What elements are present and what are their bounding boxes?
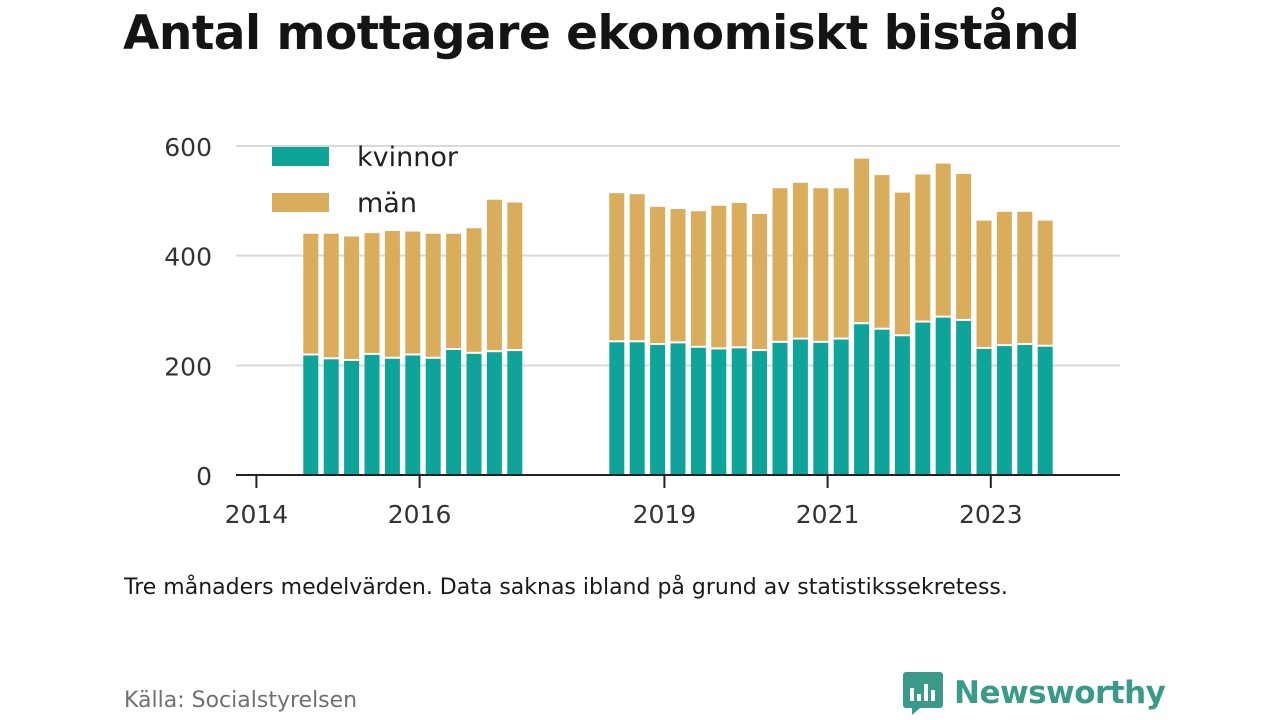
bar-kvinnor [364, 354, 380, 475]
bar-man [609, 193, 625, 341]
bar-man [915, 174, 931, 321]
bar-man [833, 188, 849, 338]
bar-kvinnor [792, 339, 808, 475]
bar-kvinnor [690, 347, 706, 475]
bar-man [711, 205, 727, 348]
bar-kvinnor [670, 343, 686, 475]
bar-chart: 0 200 400 600 2014 2016 2019 2021 2023 kvinnor m… [164, 133, 1120, 529]
bar-kvinnor [813, 342, 829, 475]
bar-man [1017, 211, 1033, 344]
y-tick-label: 600 [164, 133, 212, 162]
bar-kvinnor [466, 353, 482, 475]
bar-man [772, 188, 788, 341]
legend: kvinnor män [272, 142, 459, 219]
bar-man [996, 211, 1012, 345]
bar-kvinnor [303, 355, 319, 475]
bar-man [650, 206, 666, 344]
bar-man [874, 175, 890, 328]
bar-kvinnor [507, 351, 523, 475]
bar-kvinnor [384, 358, 400, 475]
y-tick-label: 0 [196, 462, 212, 491]
bar-man [752, 213, 768, 350]
bar-kvinnor [344, 360, 360, 475]
bar-man [384, 230, 400, 357]
brand-logo: Newsworthy [902, 670, 1166, 716]
bar-man [976, 220, 992, 347]
y-tick-label: 200 [164, 352, 212, 381]
bar-man [894, 192, 910, 335]
y-tick-label: 400 [164, 243, 212, 272]
bar-man [792, 182, 808, 338]
bar-kvinnor [609, 342, 625, 475]
bar-man [344, 236, 360, 359]
bar-man [854, 158, 870, 323]
bar-man [405, 231, 421, 354]
brand-name: Newsworthy [954, 675, 1166, 711]
bar-kvinnor [446, 349, 462, 475]
bar-kvinnor [650, 345, 666, 475]
bar-man [466, 228, 482, 352]
x-tick-label: 2014 [225, 500, 289, 529]
bar-kvinnor [874, 329, 890, 475]
bar-kvinnor [731, 348, 747, 475]
bar-kvinnor [486, 352, 502, 475]
x-tick-label: 2019 [633, 500, 697, 529]
x-tick-label: 2023 [959, 500, 1023, 529]
bar-kvinnor [323, 359, 339, 475]
bar-kvinnor [752, 351, 768, 475]
bar-kvinnor [425, 358, 441, 475]
bar-kvinnor [935, 317, 951, 475]
bar-man [425, 233, 441, 357]
chart-note: Tre månaders medelvärden. Data saknas ib… [124, 575, 1008, 600]
bar-man [507, 202, 523, 350]
bar-kvinnor [1037, 346, 1053, 475]
legend-label-kvinnor: kvinnor [357, 142, 459, 173]
bar-man [303, 233, 319, 354]
bar-man [690, 211, 706, 346]
bar-man [731, 203, 747, 347]
bar-man [1037, 220, 1053, 345]
x-tick-label: 2021 [796, 500, 860, 529]
bar-kvinnor [711, 349, 727, 475]
bar-kvinnor [833, 339, 849, 475]
bar-man [323, 233, 339, 358]
legend-swatch-kvinnor [272, 147, 329, 166]
bar-kvinnor [854, 324, 870, 475]
bar-kvinnor [915, 322, 931, 475]
bar-kvinnor [405, 355, 421, 475]
axes: 0 200 400 600 2014 2016 2019 2021 2023 [164, 133, 1120, 529]
bar-man [364, 233, 380, 353]
chart-title: Antal mottagare ekonomiskt bistånd [123, 6, 1080, 61]
bar-kvinnor [772, 342, 788, 475]
legend-swatch-man [272, 193, 329, 212]
bar-man [813, 188, 829, 341]
bar-kvinnor [629, 342, 645, 475]
bar-kvinnor [894, 336, 910, 475]
bar-kvinnor [1017, 345, 1033, 475]
bar-man [486, 199, 502, 351]
bar-man [629, 194, 645, 341]
bar-man [446, 233, 462, 348]
bar-chart-speech-bubble-icon [903, 672, 943, 715]
source-label: Källa: Socialstyrelsen [124, 688, 358, 713]
x-tick-label: 2016 [388, 500, 452, 529]
bar-kvinnor [996, 346, 1012, 475]
bar-kvinnor [956, 320, 972, 475]
bar-man [956, 173, 972, 319]
legend-label-man: män [357, 188, 417, 219]
bar-kvinnor [976, 348, 992, 475]
bars [303, 158, 1053, 475]
bar-man [935, 163, 951, 316]
bar-man [670, 209, 686, 342]
